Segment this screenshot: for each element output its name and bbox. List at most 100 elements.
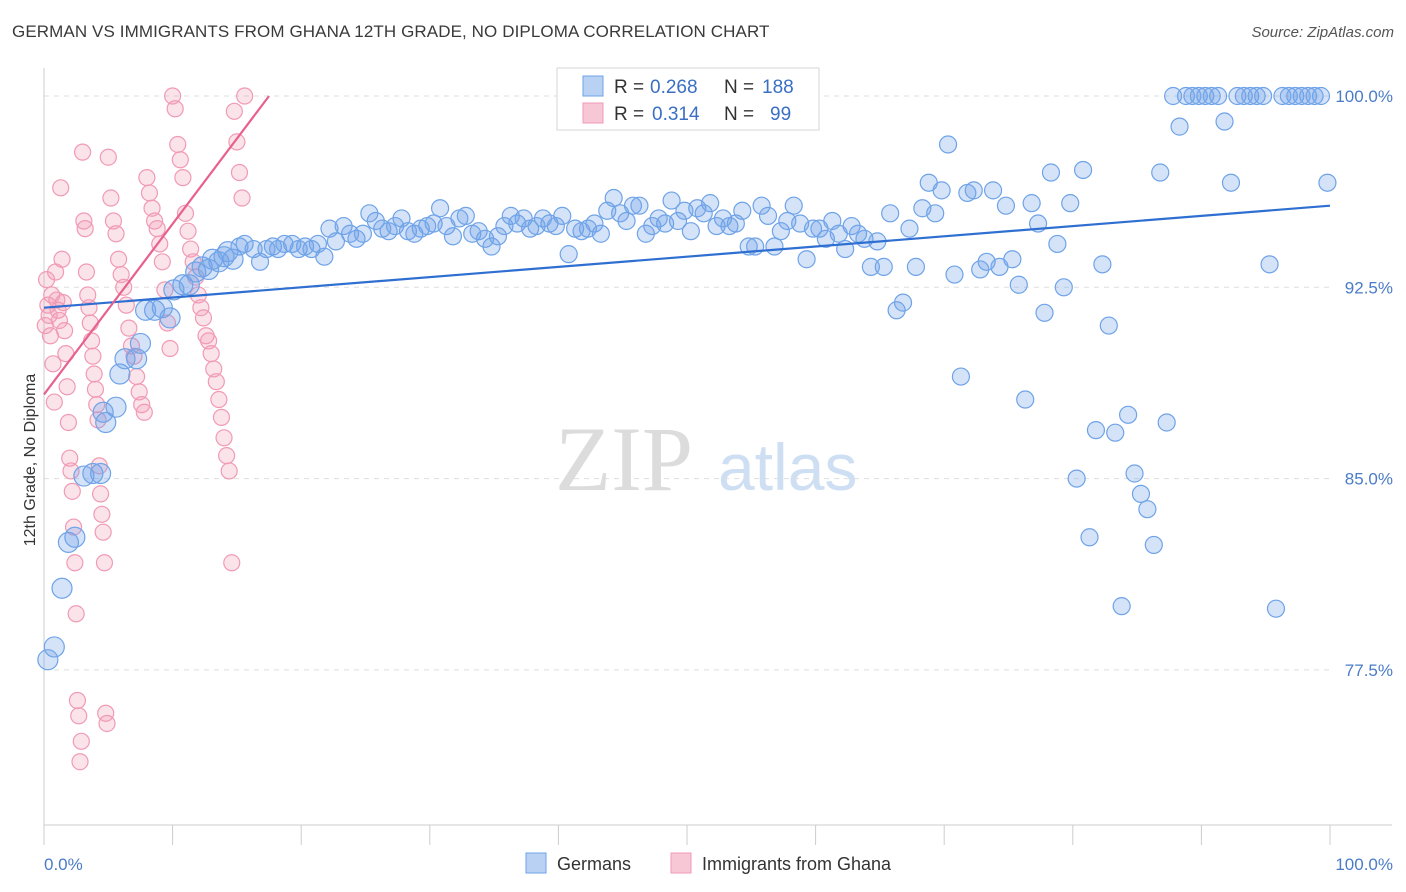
ghana-point-32 xyxy=(77,263,96,281)
ghana-point-48 xyxy=(98,714,116,733)
german-point-163 xyxy=(1086,421,1106,440)
ghana-point-13 xyxy=(53,250,71,268)
german-point-182 xyxy=(1209,86,1228,106)
german-point-114 xyxy=(771,222,790,241)
ghana-point-74 xyxy=(164,87,182,105)
german-point-69 xyxy=(482,237,501,256)
ghana-point-85 xyxy=(192,299,210,317)
german-point-190 xyxy=(1260,255,1279,274)
ghana-point-78 xyxy=(174,169,192,187)
german-point-7 xyxy=(89,462,112,485)
german-point-4 xyxy=(64,526,86,548)
legend: R = 0.268 N = 188 R = 0.314 N = 99 xyxy=(556,67,820,131)
german-point-21 xyxy=(178,274,200,296)
ghana-point-57 xyxy=(120,319,138,337)
ghana-point-14 xyxy=(54,294,72,312)
german-point-134 xyxy=(900,219,919,238)
german-point-92 xyxy=(630,196,649,215)
ghana-point-52 xyxy=(107,225,125,243)
legend-swatch-ghana xyxy=(582,102,604,124)
ghana-point-23 xyxy=(66,554,84,572)
german-point-131 xyxy=(881,204,900,223)
ghana-point-15 xyxy=(55,322,74,340)
y-axis-title: 12th Grade, No Diploma xyxy=(22,374,39,547)
german-point-141 xyxy=(945,265,964,284)
german-point-140 xyxy=(938,135,958,154)
ghana-point-92 xyxy=(210,390,228,409)
ghana-point-65 xyxy=(140,184,159,202)
german-point-10 xyxy=(105,396,127,418)
ghana-point-95 xyxy=(218,447,236,465)
german-point-174 xyxy=(1157,413,1176,432)
y-tick-label-0: 77.5% xyxy=(1345,661,1393,680)
german-point-103 xyxy=(701,194,720,213)
legend-n-label-ghana: N = xyxy=(724,104,754,125)
bottom-legend-swatch-ghana xyxy=(670,852,692,874)
ghana-point-90 xyxy=(205,360,223,378)
tick-labels: 77.5% 85.0% 92.5% 100.0% 0.0% 100.0% xyxy=(44,87,1393,874)
ghana-point-97 xyxy=(223,554,241,572)
ghana-point-24 xyxy=(67,605,85,623)
german-point-65 xyxy=(456,206,475,225)
german-point-9 xyxy=(95,411,117,434)
german-point-169 xyxy=(1125,464,1144,483)
ghana-point-89 xyxy=(202,345,220,363)
german-point-35 xyxy=(263,237,283,256)
ghana-points xyxy=(36,87,254,771)
ghana-point-66 xyxy=(143,199,161,217)
ghana-point-73 xyxy=(161,339,179,358)
german-point-90 xyxy=(617,211,636,231)
german-point-14 xyxy=(129,332,152,355)
german-point-85 xyxy=(585,214,604,233)
german-point-102 xyxy=(694,204,713,223)
german-point-113 xyxy=(765,237,784,256)
german-point-116 xyxy=(784,196,803,215)
german-point-181 xyxy=(1202,86,1221,106)
german-point-61 xyxy=(430,199,450,218)
ghana-point-50 xyxy=(102,189,120,207)
ghana-point-64 xyxy=(138,169,156,187)
german-point-164 xyxy=(1093,255,1112,274)
y-tick-label-3: 100.0% xyxy=(1335,87,1393,106)
german-point-118 xyxy=(797,250,816,269)
german-point-151 xyxy=(1009,275,1028,294)
german-point-177 xyxy=(1176,86,1196,106)
legend-swatch-german xyxy=(582,75,604,97)
bottom-legend-label-german: Germans xyxy=(557,854,631,874)
german-point-161 xyxy=(1073,160,1093,180)
german-point-112 xyxy=(758,206,778,225)
german-point-16 xyxy=(143,299,166,321)
ghana-point-88 xyxy=(200,332,218,350)
german-point-5 xyxy=(73,465,95,487)
german-point-149 xyxy=(996,196,1016,215)
german-point-12 xyxy=(114,348,136,370)
ghana-point-20 xyxy=(62,462,80,480)
ghana-point-68 xyxy=(148,220,166,238)
bottom-legend-swatch-german xyxy=(525,852,547,874)
german-point-63 xyxy=(443,227,463,246)
ghana-point-102 xyxy=(236,87,254,105)
german-point-43 xyxy=(315,247,334,266)
bottom-legend-label-ghana: Immigrants from Ghana xyxy=(702,854,892,874)
german-point-197 xyxy=(1305,86,1324,106)
german-point-170 xyxy=(1131,484,1151,504)
german-point-189 xyxy=(1254,86,1273,106)
ghana-point-56 xyxy=(117,296,135,314)
german-point-147 xyxy=(983,181,1003,200)
ghana-point-11 xyxy=(50,311,69,330)
german-point-142 xyxy=(951,367,971,386)
german-point-97 xyxy=(662,191,681,210)
german-point-138 xyxy=(926,204,945,223)
german-point-111 xyxy=(752,196,771,215)
ghana-point-36 xyxy=(82,332,101,350)
german-point-1 xyxy=(43,636,65,658)
german-point-45 xyxy=(326,232,346,251)
german-point-196 xyxy=(1299,86,1318,106)
german-point-176 xyxy=(1170,117,1189,136)
german-point-20 xyxy=(172,274,194,296)
german-trend-line xyxy=(43,204,1331,309)
german-point-70 xyxy=(488,227,508,246)
source-label: Source: ZipAtlas.com xyxy=(1251,24,1394,41)
german-point-179 xyxy=(1189,86,1208,106)
ghana-point-6 xyxy=(44,355,62,373)
